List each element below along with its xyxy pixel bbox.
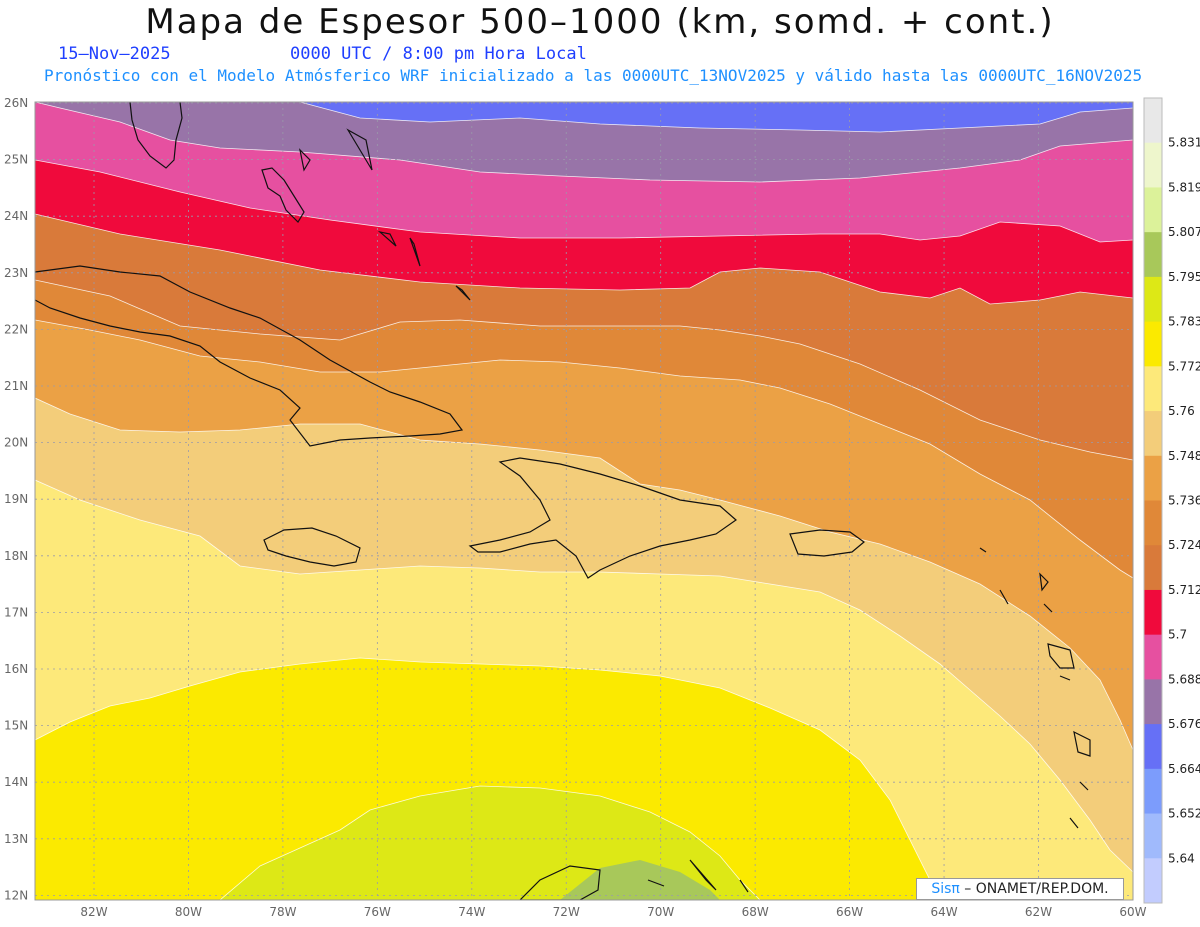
colorbar-level: 5.76: [1168, 404, 1195, 418]
lat-label: 21N: [4, 379, 28, 393]
colorbar-swatch: [1144, 232, 1162, 278]
map-title: Mapa de Espesor 500–1000 (km, somd. + co…: [145, 2, 1055, 42]
lat-label: 22N: [4, 322, 28, 336]
colorbar-swatch: [1144, 589, 1162, 636]
colorbar-level: 5.688: [1168, 672, 1200, 686]
coast-hispaniola: [468, 457, 737, 579]
colorbar-level: 5.772: [1168, 359, 1200, 373]
colorbar-swatch: [1144, 724, 1162, 770]
plot-frame: [34, 101, 1134, 901]
colorbar-level: 5.748: [1168, 449, 1200, 463]
colorbar-level: 5.664: [1168, 762, 1200, 776]
graticule: [35, 102, 1133, 900]
lat-label: 13N: [4, 832, 28, 846]
lon-label: 70W: [647, 905, 674, 919]
coast-jamaica: [263, 527, 361, 567]
lat-label: 17N: [4, 605, 28, 619]
lon-label: 74W: [458, 905, 485, 919]
colorbar-swatch: [1144, 321, 1162, 367]
lon-label: 66W: [836, 905, 863, 919]
colorbar-level: 5.807: [1168, 225, 1200, 239]
contour-lines: [35, 102, 1133, 900]
colorbar-swatch: [1144, 634, 1162, 680]
colorbar-level: 5.652: [1168, 807, 1200, 821]
coast-florida: [129, 102, 183, 169]
colorbar-swatch: [1144, 455, 1162, 501]
colorbar-swatch: [1144, 500, 1162, 546]
lat-label: 25N: [4, 153, 28, 167]
lat-label: 14N: [4, 775, 28, 789]
coast-south-america: [519, 859, 749, 900]
lat-label: 15N: [4, 719, 28, 733]
longitude-labels: 82W 80W 78W 76W 74W 72W 70W 68W 66W 64W 62W 60W: [80, 905, 1146, 919]
coastlines: [35, 102, 1091, 900]
colorbar-level: 5.712: [1168, 583, 1200, 597]
colorbar-swatch: [1144, 187, 1162, 233]
lat-label: 26N: [4, 96, 28, 110]
lat-label: 20N: [4, 436, 28, 450]
lon-label: 62W: [1025, 905, 1052, 919]
colorbar-frame: [1143, 97, 1163, 904]
latitude-labels: 26N 25N 24N 23N 22N 21N 20N 19N 18N 17N 16N 15N 14N 1…: [4, 96, 28, 902]
lon-label: 72W: [553, 905, 580, 919]
colorbar-level: 5.676: [1168, 717, 1200, 731]
filled-contours: [35, 102, 1133, 900]
lat-label: 19N: [4, 492, 28, 506]
lat-label: 23N: [4, 266, 28, 280]
colorbar-swatch: [1144, 813, 1162, 859]
brand-label: Sisπ: [931, 881, 960, 897]
forecast-date: 15–Nov–2025: [58, 44, 171, 64]
lon-label: 60W: [1119, 905, 1146, 919]
colorbar-level: 5.736: [1168, 494, 1200, 508]
colorbar-level: 5.831: [1168, 136, 1200, 150]
lon-label: 80W: [175, 905, 202, 919]
forecast-time: 0000 UTC / 8:00 pm Hora Local: [290, 44, 587, 64]
colorbar-level: 5.724: [1168, 538, 1200, 552]
org-label: – ONAMET/REP.DOM.: [959, 881, 1109, 897]
forecast-subtitle: Pronóstico con el Modelo Atmósferico WRF…: [44, 66, 1143, 85]
lon-label: 68W: [742, 905, 769, 919]
credit-box: Sisπ – ONAMET/REP.DOM.: [916, 878, 1124, 900]
colorbar-swatch: [1144, 98, 1162, 144]
colorbar: 5.831 5.819 5.807 5.795 5.783 5.772 5.76 5.748 5…: [1143, 97, 1200, 904]
lon-label: 82W: [80, 905, 107, 919]
colorbar-swatch: [1144, 276, 1162, 323]
colorbar-level: 5.7: [1168, 628, 1187, 642]
lat-label: 16N: [4, 662, 28, 676]
colorbar-swatch: [1144, 768, 1162, 815]
colorbar-swatch: [1144, 858, 1162, 904]
colorbar-level: 5.783: [1168, 315, 1200, 329]
colorbar-swatch: [1144, 411, 1162, 457]
lat-label: 18N: [4, 549, 28, 563]
colorbar-level: 5.819: [1168, 180, 1200, 194]
coast-cuba: [35, 265, 464, 447]
lon-label: 76W: [364, 905, 391, 919]
lon-label: 64W: [930, 905, 957, 919]
colorbar-swatch: [1144, 679, 1162, 725]
lon-label: 78W: [269, 905, 296, 919]
band-5772: [35, 658, 945, 900]
lat-label: 12N: [4, 888, 28, 902]
colorbar-level: 5.795: [1168, 270, 1200, 284]
coast-bahamas: [261, 128, 471, 301]
coast-lesser-antilles: [979, 547, 1091, 829]
colorbar-swatch: [1144, 545, 1162, 591]
lat-label: 24N: [4, 209, 28, 223]
coast-puerto-rico: [789, 529, 865, 557]
colorbar-level: 5.64: [1168, 851, 1195, 865]
colorbar-swatch: [1144, 142, 1162, 188]
colorbar-swatch: [1144, 366, 1162, 412]
